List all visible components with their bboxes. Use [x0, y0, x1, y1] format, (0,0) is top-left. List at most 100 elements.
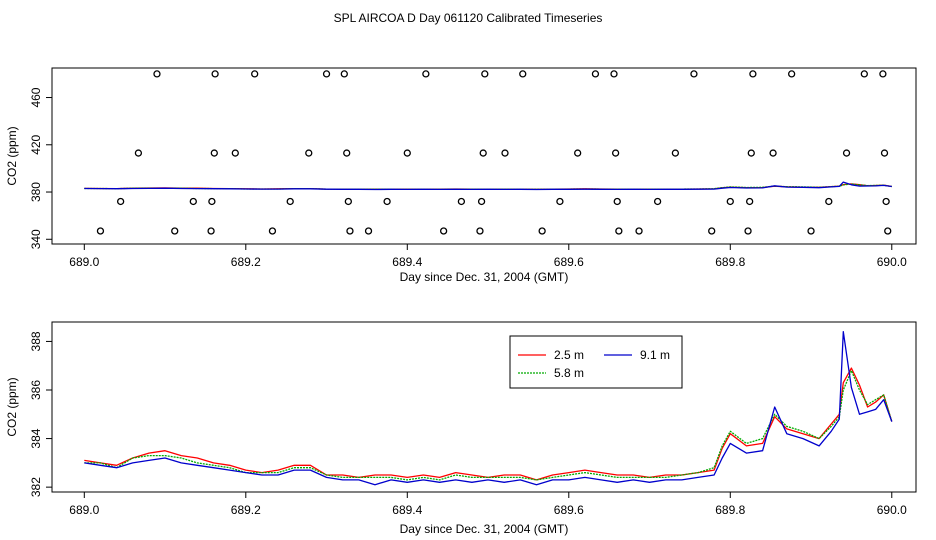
top-y-axis-label: CO2 (ppm) [5, 126, 19, 185]
scatter-point [653, 197, 662, 206]
legend-label-5-8m: 5.8 m [554, 366, 584, 380]
scatter-point [208, 197, 216, 206]
top-y-axis: 340 380 420 460 [29, 87, 52, 249]
top-series-line-9-1-m [84, 181, 892, 191]
scatter-point [439, 227, 448, 235]
scatter-point [615, 227, 623, 235]
scatter-point [481, 70, 489, 78]
top-x-tick-label: 689.6 [554, 255, 584, 269]
scatter-point [610, 70, 618, 78]
scatter-point [286, 197, 294, 206]
scatter-point [210, 149, 218, 157]
scatter-point [344, 197, 352, 206]
scatter-point [153, 70, 161, 78]
scatter-point [207, 227, 215, 235]
scatter-point [787, 70, 796, 78]
scatter-point [116, 197, 125, 206]
scatter-point [231, 149, 239, 157]
bottom-series-lines [84, 331, 893, 486]
top-x-tick-label: 689.0 [69, 255, 99, 269]
scatter-point [322, 70, 331, 78]
scatter-point [171, 227, 179, 235]
top-x-tick-label: 690.0 [877, 255, 907, 269]
top-x-tick-label: 689.8 [715, 255, 745, 269]
bottom-y-axis-label: CO2 (ppm) [5, 377, 19, 436]
legend-box [509, 335, 683, 389]
scatter-point [884, 227, 892, 235]
scatter-point [880, 149, 889, 157]
scatter-point [364, 227, 373, 235]
top-scatter-points [96, 70, 892, 235]
scatter-point [611, 149, 620, 157]
scatter-point [519, 70, 527, 78]
scatter-point [476, 227, 484, 235]
scatter-point [825, 197, 833, 206]
scatter-point [340, 70, 348, 78]
scatter-point [747, 149, 755, 157]
scatter-point [769, 149, 777, 157]
scatter-point [422, 70, 430, 78]
bottom-plot-frame [51, 321, 917, 493]
top-series-lines [84, 181, 892, 191]
scatter-point [574, 149, 582, 157]
top-y-tick-label: 380 [29, 182, 43, 202]
top-y-tick-label: 420 [29, 134, 43, 154]
bottom-y-tick-label: 388 [29, 331, 43, 351]
scatter-point [635, 227, 643, 235]
scatter-point [501, 149, 509, 157]
bottom-x-tick-label: 690.0 [877, 503, 907, 517]
bottom-x-axis-label: Day since Dec. 31, 2004 (GMT) [400, 522, 569, 536]
top-panel: 689.0 689.2 689.4 689.6 689.8 690.0 340 380 420… [5, 67, 917, 284]
bottom-panel: 689.0 689.2 689.4 689.6 689.8 690.0 382 384 386… [5, 321, 917, 536]
scatter-point [383, 197, 391, 206]
scatter-point [538, 227, 546, 235]
top-x-tick-label: 689.4 [392, 255, 422, 269]
scatter-point [746, 197, 754, 206]
scatter-point [671, 149, 680, 157]
scatter-point [477, 197, 486, 206]
scatter-point [457, 197, 466, 206]
top-x-axis: 689.0 689.2 689.4 689.6 689.8 690.0 [69, 244, 907, 269]
scatter-point [882, 197, 890, 206]
top-y-tick-label: 460 [29, 87, 43, 107]
bottom-x-tick-label: 689.0 [69, 503, 99, 517]
scatter-point [556, 197, 564, 206]
legend: 2.5 m 5.8 m 9.1 m [509, 335, 683, 389]
scatter-point [251, 70, 259, 78]
top-plot-frame [51, 67, 917, 245]
bottom-y-tick-label: 386 [29, 380, 43, 400]
scatter-point [613, 197, 621, 206]
scatter-point [749, 70, 757, 78]
legend-label-2-5m: 2.5 m [554, 348, 584, 362]
scatter-point [591, 70, 600, 78]
bottom-x-tick-label: 689.2 [231, 503, 261, 517]
scatter-point [708, 227, 716, 235]
scatter-point [690, 70, 698, 78]
bottom-series-line-9-1-m [84, 331, 893, 486]
bottom-y-axis: 382 384 386 388 [29, 331, 52, 497]
bottom-y-tick-label: 384 [29, 428, 43, 448]
scatter-point [403, 149, 411, 157]
top-x-tick-label: 689.2 [231, 255, 261, 269]
scatter-point [134, 149, 143, 157]
bottom-y-tick-label: 382 [29, 477, 43, 497]
scatter-point [305, 149, 313, 157]
scatter-point [189, 197, 197, 206]
bottom-x-tick-label: 689.6 [554, 503, 584, 517]
scatter-point [879, 70, 887, 78]
bottom-x-tick-label: 689.8 [715, 503, 745, 517]
bottom-x-tick-label: 689.4 [392, 503, 422, 517]
scatter-point [479, 149, 487, 157]
scatter-point [807, 227, 815, 235]
top-y-tick-label: 340 [29, 229, 43, 249]
scatter-point [96, 227, 105, 235]
figure-title: SPL AIRCOA D Day 061120 Calibrated Times… [334, 11, 603, 25]
scatter-point [268, 227, 277, 235]
scatter-point [726, 197, 734, 206]
bottom-series-line-2-5-m [84, 367, 893, 481]
top-x-axis-label: Day since Dec. 31, 2004 (GMT) [400, 270, 569, 284]
scatter-point [842, 149, 851, 157]
scatter-point [346, 227, 354, 235]
scatter-point [343, 149, 351, 157]
